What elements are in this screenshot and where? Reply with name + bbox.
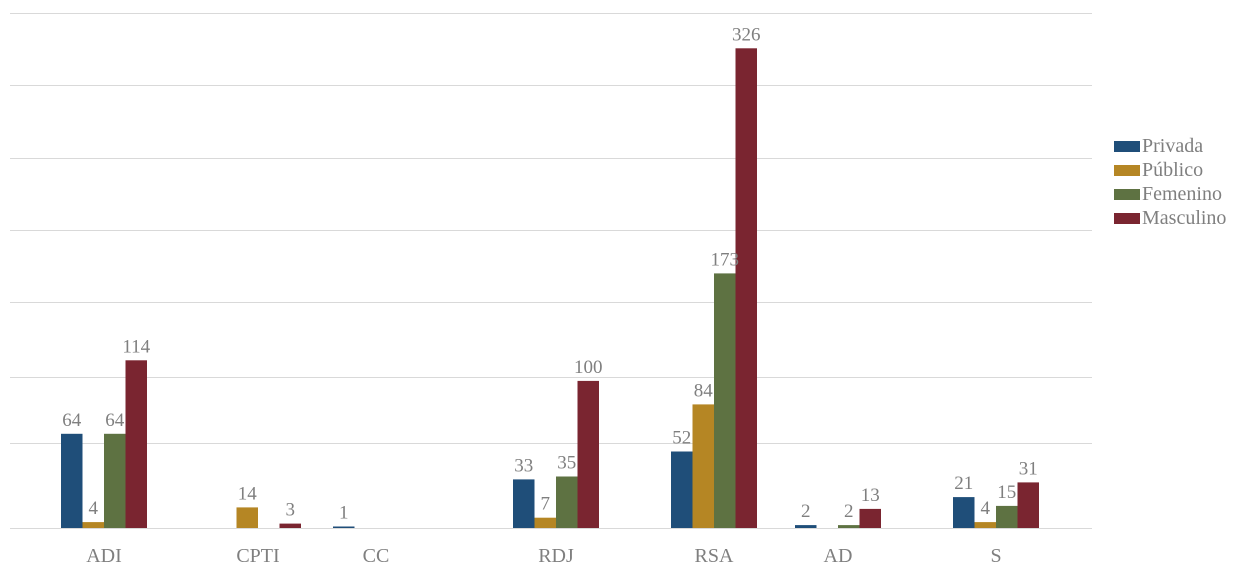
bar-masculino-adi: [125, 360, 147, 528]
data-label: 64: [105, 410, 125, 431]
data-label: 52: [672, 428, 691, 449]
bar-público-s: [974, 522, 996, 528]
data-label: 4: [89, 498, 99, 519]
data-label: 2: [844, 501, 854, 522]
legend-item-masculino: Masculino: [1114, 206, 1226, 230]
category-label: ADI: [86, 545, 122, 567]
data-label: 100: [574, 357, 603, 378]
category-label: CC: [363, 545, 390, 567]
bar-privada-rdj: [513, 479, 535, 528]
bar-masculino-rsa: [735, 48, 757, 529]
bar-privada-rsa: [671, 451, 693, 528]
legend-label: Femenino: [1142, 183, 1222, 205]
data-label: 7: [541, 494, 551, 515]
data-label: 21: [954, 473, 973, 494]
data-label: 13: [861, 485, 880, 506]
legend-label: Privada: [1142, 135, 1204, 157]
bar-femenino-rdj: [556, 476, 578, 528]
gridlines: [10, 13, 1092, 529]
data-label: 15: [997, 482, 1016, 503]
bar-privada-s: [953, 497, 975, 528]
legend-swatch: [1114, 188, 1140, 200]
bar-masculino-s: [1017, 482, 1039, 528]
bar-privada-ad: [795, 525, 817, 528]
bar-masculino-ad: [859, 508, 881, 528]
bar-masculino-cpti: [279, 523, 301, 528]
data-label: 114: [122, 336, 150, 357]
bar-público-cpti: [236, 507, 258, 528]
data-label: 3: [286, 500, 296, 521]
data-label: 31: [1019, 458, 1038, 479]
bar-masculino-rdj: [577, 380, 599, 528]
legend: Privada Público Femenino Masculino: [1114, 134, 1226, 230]
category-label: S: [990, 545, 1001, 567]
bar-privada-cc: [333, 526, 355, 528]
bar-público-adi: [82, 522, 104, 528]
data-label: 1: [339, 503, 349, 524]
bar-público-rsa: [692, 404, 714, 528]
legend-item-privada: Privada: [1114, 134, 1226, 158]
data-label: 33: [514, 455, 533, 476]
legend-item-femenino: Femenino: [1114, 182, 1226, 206]
bar-privada-adi: [61, 433, 83, 528]
bar-público-rdj: [534, 517, 556, 528]
data-label: 4: [981, 498, 991, 519]
legend-item-publico: Público: [1114, 158, 1226, 182]
legend-swatch: [1114, 140, 1140, 152]
category-label: CPTI: [236, 545, 279, 567]
data-label: 35: [557, 453, 576, 474]
legend-label: Público: [1142, 159, 1204, 181]
data-label: 84: [694, 380, 714, 401]
legend-swatch: [1114, 212, 1140, 224]
bar-femenino-rsa: [714, 273, 736, 528]
legend-swatch: [1114, 164, 1140, 176]
data-label: 173: [711, 249, 740, 270]
bar-femenino-adi: [104, 433, 126, 528]
bar-femenino-ad: [838, 525, 860, 528]
bar-femenino-s: [996, 505, 1018, 528]
legend-label: Masculino: [1142, 207, 1227, 229]
data-label: 14: [238, 483, 258, 504]
bars: [61, 48, 1039, 529]
category-label: AD: [824, 545, 853, 567]
category-labels: ADI CPTI CC RDJ RSA AD S: [86, 545, 1001, 567]
category-label: RSA: [695, 545, 734, 567]
category-label: RDJ: [538, 545, 574, 567]
data-label: 2: [801, 501, 811, 522]
data-label: 326: [732, 24, 761, 45]
data-label: 64: [62, 410, 82, 431]
